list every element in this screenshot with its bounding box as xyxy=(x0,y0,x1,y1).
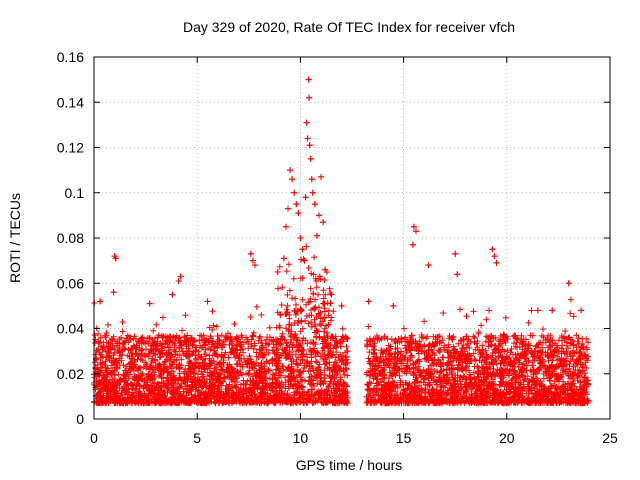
x-tick-label: 10 xyxy=(293,430,309,446)
data-point xyxy=(306,142,313,149)
y-tick-label: 0.02 xyxy=(57,366,84,382)
data-point xyxy=(549,307,556,314)
y-tick-label: 0 xyxy=(76,411,84,427)
data-point xyxy=(308,176,315,183)
data-point xyxy=(112,255,119,262)
data-point xyxy=(425,262,432,269)
data-point xyxy=(390,302,397,309)
data-point xyxy=(251,262,258,269)
data-point xyxy=(304,135,311,142)
data-point xyxy=(328,291,335,298)
data-point xyxy=(274,268,281,275)
data-point xyxy=(565,280,572,287)
chart-title: Day 329 of 2020, Rate Of TEC Index for r… xyxy=(183,19,515,35)
data-point xyxy=(493,259,500,266)
data-point xyxy=(285,205,292,212)
y-tick-label: 0.08 xyxy=(57,230,84,246)
data-point xyxy=(175,277,182,284)
axis-ticks: 0 5 10 15 20 25 0 0.02 0.04 0.06 0.08 0.1 0.12 0.14 0.… xyxy=(57,49,618,446)
data-point xyxy=(409,241,416,248)
data-point xyxy=(249,257,256,264)
data-point xyxy=(410,223,417,230)
data-point xyxy=(302,194,309,201)
data-point xyxy=(204,298,211,305)
data-point xyxy=(318,173,325,180)
data-point xyxy=(297,235,304,241)
data-point xyxy=(320,219,327,226)
data-point xyxy=(291,189,298,196)
data-point xyxy=(305,76,312,83)
data-point xyxy=(452,250,459,257)
data-point xyxy=(412,228,419,235)
data-point xyxy=(315,212,322,219)
data-point xyxy=(103,330,110,337)
x-tick-label: 25 xyxy=(602,430,618,446)
data-point xyxy=(489,246,496,253)
data-point xyxy=(307,155,314,162)
data-point xyxy=(287,167,294,174)
data-point xyxy=(303,119,310,126)
x-tick-label: 5 xyxy=(193,430,201,446)
data-point xyxy=(146,300,153,307)
data-point xyxy=(313,232,320,239)
data-point xyxy=(301,257,308,264)
data-point xyxy=(322,266,329,273)
data-point xyxy=(299,246,306,253)
data-point xyxy=(306,94,313,101)
data-point xyxy=(295,210,302,217)
y-tick-label: 0.06 xyxy=(57,275,84,291)
data-point xyxy=(177,273,184,280)
data-point xyxy=(311,201,318,208)
data-points xyxy=(91,76,592,407)
data-point xyxy=(110,289,117,296)
data-point xyxy=(338,302,345,309)
data-point xyxy=(491,253,498,260)
data-point xyxy=(365,298,372,305)
y-tick-label: 0.1 xyxy=(65,185,85,201)
data-point xyxy=(534,307,541,314)
x-tick-label: 20 xyxy=(499,430,515,446)
data-point xyxy=(231,320,238,327)
x-tick-label: 0 xyxy=(90,430,98,446)
data-point xyxy=(247,250,254,257)
data-point xyxy=(289,176,296,183)
data-point xyxy=(293,201,300,208)
y-tick-label: 0.04 xyxy=(57,321,84,337)
y-axis-title: ROTI / TECUs xyxy=(7,193,23,283)
data-point xyxy=(454,271,461,278)
data-point xyxy=(97,298,104,305)
roti-points-series xyxy=(91,76,592,407)
y-tick-label: 0.14 xyxy=(57,94,84,110)
y-tick-label: 0.16 xyxy=(57,49,84,65)
data-point xyxy=(282,223,289,230)
y-tick-label: 0.12 xyxy=(57,140,84,156)
x-axis-title: GPS time / hours xyxy=(296,457,403,473)
data-point xyxy=(280,255,287,262)
data-point xyxy=(169,291,176,298)
x-tick-label: 15 xyxy=(396,430,412,446)
data-point xyxy=(309,189,316,196)
data-point xyxy=(578,307,585,314)
